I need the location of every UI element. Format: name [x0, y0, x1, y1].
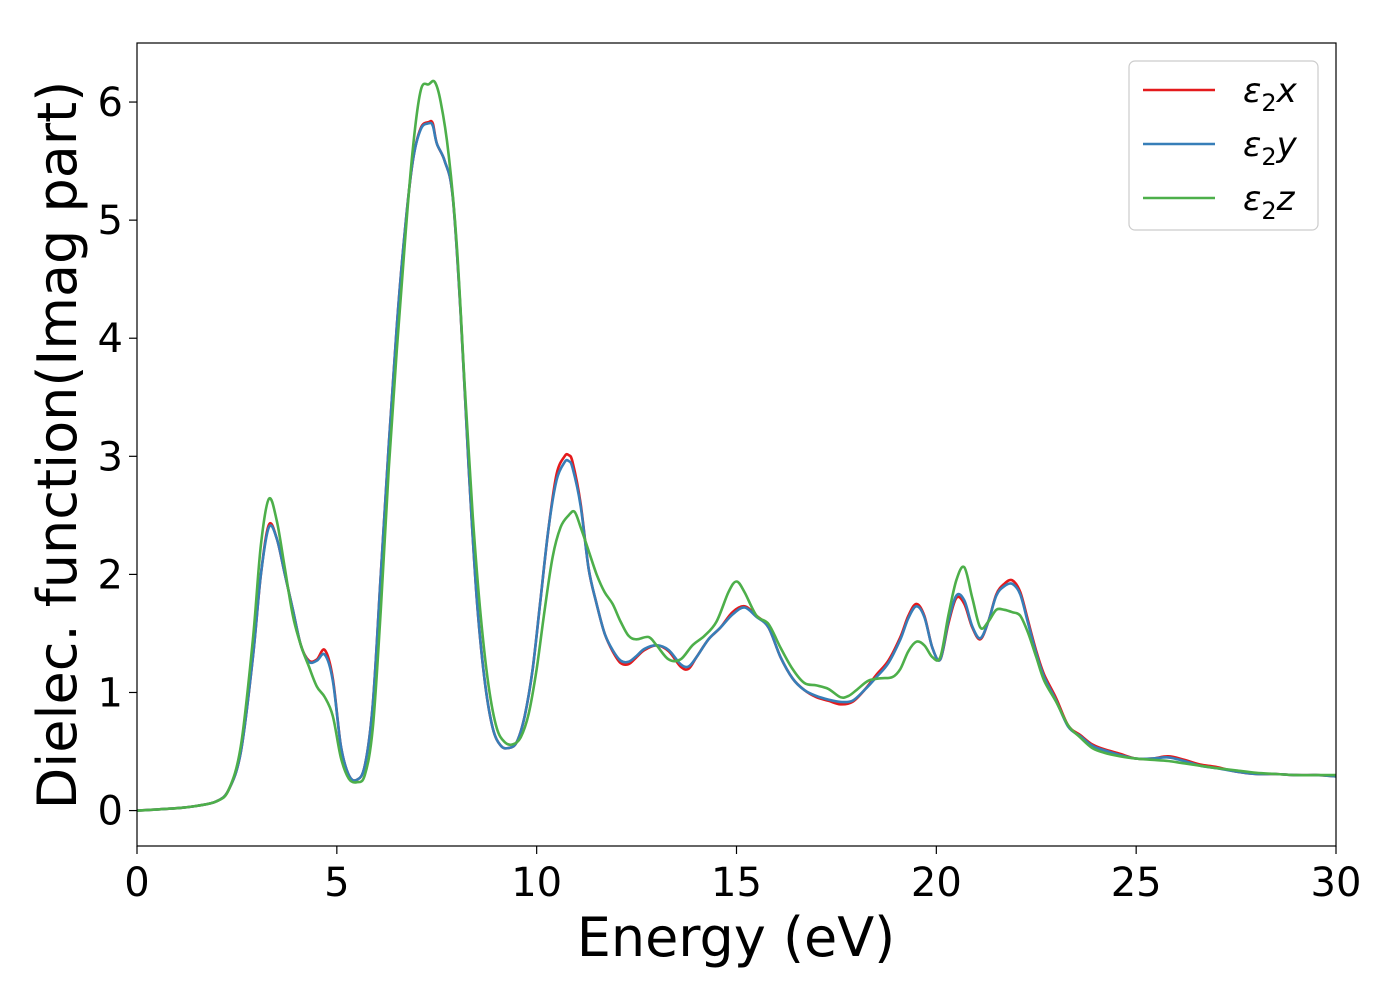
x-tick-label: 5: [324, 860, 349, 906]
x-axis-ticks: 0 5 10 15 20 25 30: [124, 846, 1361, 906]
y-tick-label: 5: [98, 198, 123, 244]
y-tick-label: 3: [98, 434, 123, 480]
legend-label-y: ε2y: [1243, 125, 1298, 171]
y-tick-label: 6: [98, 80, 123, 126]
legend-label-x: ε2x: [1243, 71, 1298, 117]
x-tick-label: 25: [1111, 860, 1162, 906]
series-line-z: [137, 79, 1336, 812]
series-line-y: [137, 121, 1336, 812]
y-tick-label: 1: [98, 670, 123, 716]
y-tick-label: 4: [98, 316, 123, 362]
x-axis-title: Energy (eV): [577, 906, 896, 969]
legend: ε2x ε2y ε2z: [1128, 60, 1319, 231]
x-tick-label: 30: [1311, 860, 1362, 906]
y-tick-label: 0: [98, 789, 123, 835]
x-tick-label: 0: [124, 860, 149, 906]
legend-box: [1128, 60, 1319, 231]
x-tick-label: 20: [911, 860, 962, 906]
series-layer: [137, 79, 1336, 812]
x-tick-label: 15: [711, 860, 762, 906]
y-tick-label: 2: [98, 552, 123, 598]
legend-label-z: ε2z: [1243, 179, 1296, 225]
x-tick-label: 10: [511, 860, 562, 906]
y-axis-ticks: 0 1 2 3 4 5 6: [98, 80, 137, 835]
y-axis-title: Dielec. function(Imag part): [26, 81, 89, 810]
